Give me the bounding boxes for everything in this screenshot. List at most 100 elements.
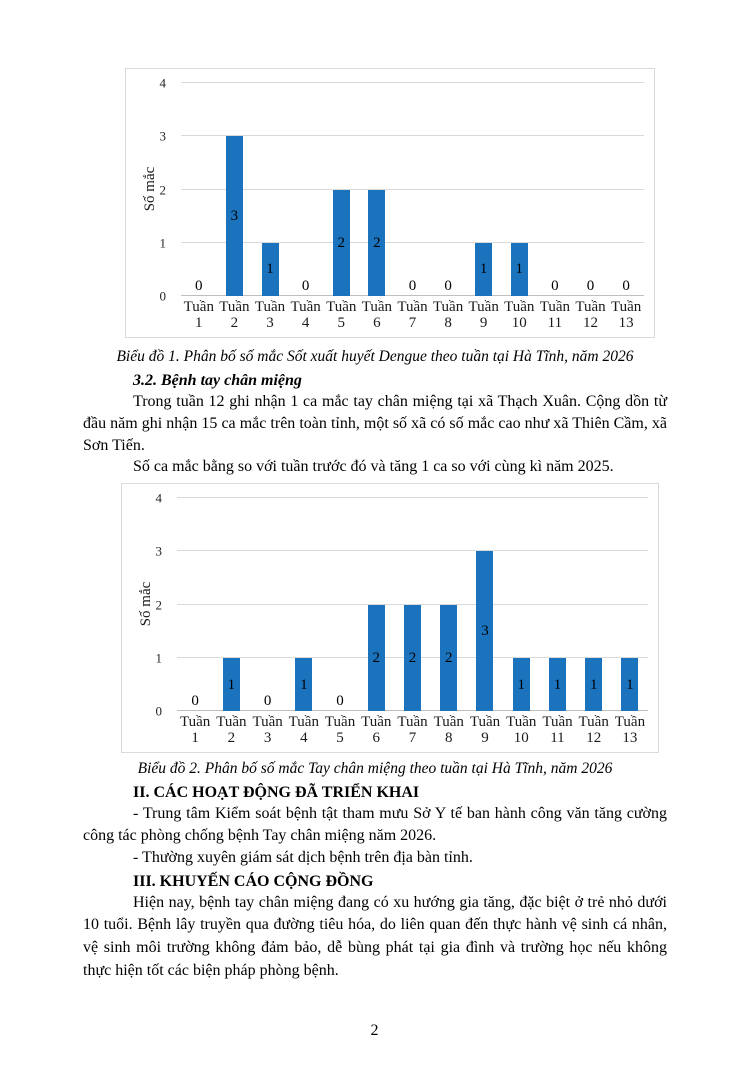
section-heading-ii: II. CÁC HOẠT ĐỘNG ĐÃ TRIỂN KHAI bbox=[133, 784, 420, 802]
x-tick-label: Tuần 7 bbox=[397, 714, 428, 747]
x-axis: Tuần 1 Tuần 2 Tuần 3 Tuần 4 Tuần 5 Tuần 6 Tuần 7 Tuần 8… bbox=[177, 714, 648, 746]
data-label: 2 bbox=[373, 234, 381, 251]
bar-slot: 0 bbox=[177, 498, 213, 711]
chart1-caption: Biểu đồ 1. Phân bố số mắc Sốt xuất huyết… bbox=[116, 348, 634, 365]
x-tick-label: Tuần 6 bbox=[361, 299, 392, 331]
y-tick-label: 0 bbox=[159, 288, 167, 304]
bars: 0 3 1 0 2 2 0 0 1 1 0 0 0 bbox=[181, 83, 644, 296]
bar-slot: 0 bbox=[608, 83, 644, 296]
y-tick-label: 1 bbox=[155, 650, 163, 666]
x-tick-label: Tuần 11 bbox=[542, 714, 573, 747]
x-tick-label: Tuần 13 bbox=[614, 714, 646, 747]
data-label: 2 bbox=[408, 649, 417, 666]
bar-slot: 1 bbox=[501, 83, 537, 296]
data-label: 1 bbox=[227, 676, 236, 693]
data-label: 2 bbox=[337, 234, 345, 251]
y-tick-label: 4 bbox=[159, 75, 167, 91]
bar-slot: 1 bbox=[286, 498, 322, 712]
data-label: 3 bbox=[230, 208, 239, 225]
bar: 2 bbox=[404, 604, 422, 712]
gridline bbox=[177, 550, 648, 552]
bar-slot: 0 bbox=[322, 498, 358, 711]
bar: 3 bbox=[476, 551, 494, 712]
gridline bbox=[177, 603, 648, 605]
bar: 2 bbox=[332, 189, 350, 296]
plot-area: 0 1 0 1 0 2 2 2 3 1 1 1 1 bbox=[177, 497, 648, 712]
section-heading-3-2: 3.2. Bệnh tay chân miệng bbox=[133, 372, 302, 389]
data-label: 1 bbox=[626, 676, 634, 693]
bar-slot: 1 bbox=[612, 498, 648, 712]
data-label: 0 bbox=[622, 278, 630, 294]
gridline bbox=[181, 241, 644, 243]
bar-slot: 2 bbox=[358, 498, 394, 712]
gridline bbox=[181, 188, 644, 190]
data-label: 1 bbox=[479, 261, 488, 278]
paragraph-activities-surveillance: - Thường xuyên giám sát dịch bệnh trên đ… bbox=[133, 848, 473, 866]
data-label: 1 bbox=[300, 676, 308, 693]
bar: 3 bbox=[225, 136, 243, 296]
bar: 2 bbox=[440, 604, 458, 712]
bar: 1 bbox=[512, 657, 530, 712]
gridline bbox=[177, 497, 648, 499]
data-label: 0 bbox=[586, 278, 595, 294]
bar-slot: 0 bbox=[288, 83, 324, 296]
bar-slot: 2 bbox=[359, 83, 395, 296]
x-tick-label: Tuần 9 bbox=[469, 714, 501, 747]
x-tick-label: Tuần 3 bbox=[252, 714, 283, 747]
data-label: 3 bbox=[481, 623, 489, 640]
y-axis: 0 1 2 3 4 bbox=[126, 77, 174, 303]
x-axis: Tuần 1 Tuần 2 Tuần 3 Tuần 4 Tuần 5 Tuần 6 Tuần 7 Tuần 8… bbox=[181, 299, 644, 331]
x-tick-label: Tuần 12 bbox=[578, 714, 609, 747]
bar: 1 bbox=[585, 657, 603, 712]
data-label: 0 bbox=[444, 278, 452, 294]
x-tick-label: Tuần 4 bbox=[288, 714, 319, 747]
x-tick-label: Tuần 12 bbox=[575, 299, 606, 331]
data-label: 0 bbox=[408, 278, 417, 294]
bar-slot: 1 bbox=[252, 83, 288, 296]
x-tick-label: Tuần 5 bbox=[326, 299, 357, 331]
bar: 1 bbox=[621, 657, 639, 712]
data-label: 0 bbox=[195, 278, 203, 294]
data-label: 0 bbox=[551, 278, 559, 294]
x-tick-label: Tuần 5 bbox=[324, 714, 356, 747]
y-tick-label: 1 bbox=[159, 235, 167, 251]
bar-slot: 0 bbox=[573, 83, 609, 296]
x-tick-label: Tuần 2 bbox=[216, 714, 247, 747]
paragraph-activities-cdc: - Trung tâm Kiểm soát bệnh tật tham mưu … bbox=[83, 805, 667, 844]
y-tick-label: 3 bbox=[155, 543, 163, 559]
x-tick-label: Tuần 8 bbox=[432, 299, 464, 331]
y-tick-label: 0 bbox=[155, 703, 163, 719]
gridline bbox=[181, 135, 644, 137]
chart2-caption: Biểu đồ 2. Phân bố số mắc Tay chân miệng… bbox=[137, 760, 613, 778]
x-tick-label: Tuần 11 bbox=[539, 299, 571, 331]
paragraph-hfmd-week12: Trong tuần 12 ghi nhận 1 ca mắc tay chân… bbox=[83, 393, 667, 454]
bar-slot: 1 bbox=[503, 498, 539, 712]
x-tick-label: Tuần 13 bbox=[610, 299, 642, 331]
bar-slot: 1 bbox=[539, 498, 575, 712]
paragraph-hfmd-comparison: Số ca mắc bằng so với tuần trước đó và t… bbox=[133, 458, 614, 476]
bar: 1 bbox=[295, 657, 313, 712]
bar: 1 bbox=[510, 242, 528, 296]
x-tick-label: Tuần 4 bbox=[290, 299, 321, 331]
bar-slot: 3 bbox=[467, 498, 503, 712]
y-axis: 0 1 2 3 4 bbox=[122, 492, 170, 718]
bar-slot: 2 bbox=[394, 498, 430, 712]
bar-slot: 2 bbox=[431, 498, 467, 712]
bar-slot: 2 bbox=[323, 83, 359, 296]
bar-slot: 3 bbox=[217, 83, 253, 296]
data-label: 1 bbox=[515, 261, 524, 278]
data-label: 2 bbox=[445, 649, 453, 666]
data-label: 1 bbox=[266, 261, 274, 278]
y-tick-label: 2 bbox=[155, 597, 163, 613]
data-label: 0 bbox=[301, 278, 310, 294]
bar-slot: 1 bbox=[576, 498, 612, 712]
data-label: 2 bbox=[372, 649, 381, 666]
bar: 1 bbox=[261, 242, 279, 296]
data-label: 1 bbox=[517, 676, 525, 693]
x-tick-label: Tuần 3 bbox=[254, 299, 286, 331]
x-tick-label: Tuần 1 bbox=[179, 714, 211, 747]
x-tick-label: Tuần 10 bbox=[506, 714, 537, 747]
x-tick-label: Tuần 7 bbox=[397, 299, 428, 331]
page-number: 2 bbox=[370, 1022, 379, 1039]
x-tick-label: Tuần 9 bbox=[468, 299, 499, 331]
